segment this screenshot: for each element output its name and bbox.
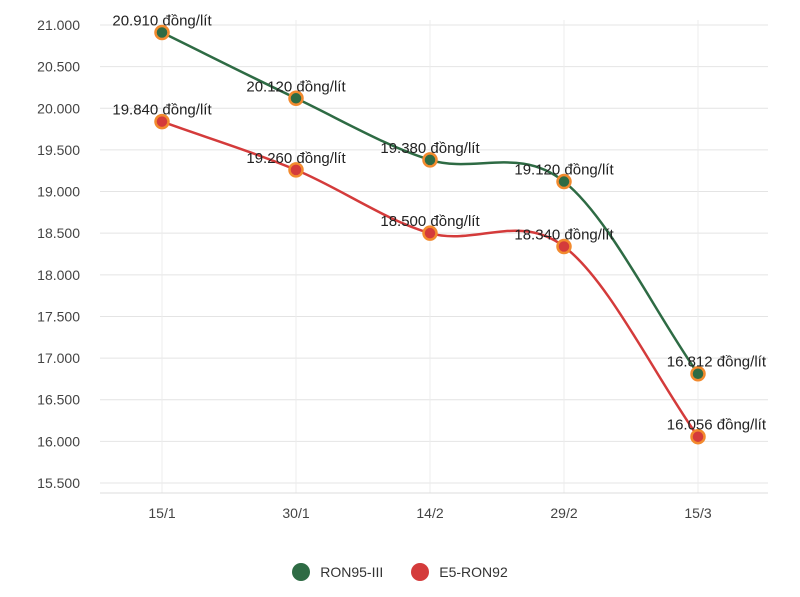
data-label: 18.340 đồng/lít xyxy=(514,227,614,244)
x-tick-label: 14/2 xyxy=(416,505,443,521)
data-label: 19.260 đồng/lít xyxy=(246,150,346,167)
y-tick-label: 21.000 xyxy=(37,17,80,33)
y-tick-label: 18.000 xyxy=(37,267,80,283)
data-point xyxy=(690,428,706,445)
legend-label-e5: E5-RON92 xyxy=(439,564,508,580)
series-line-1 xyxy=(161,120,700,438)
gridlines xyxy=(100,20,768,494)
y-tick-label: 19.000 xyxy=(37,184,80,200)
data-point xyxy=(154,24,170,41)
data-label: 19.380 đồng/lít xyxy=(380,140,480,157)
y-axis-ticks: 15.500 16.000 16.500 17.000 17.500 18.000 18.5… xyxy=(37,17,80,491)
y-tick-label: 20.000 xyxy=(37,100,80,116)
data-labels: 20.910 đồng/lít 20.120 đồng/lít 19.380 đồn… xyxy=(112,12,766,433)
data-point xyxy=(556,173,572,190)
data-label: 18.500 đồng/lít xyxy=(380,213,480,230)
legend-item-ron95[interactable]: RON95-III xyxy=(292,563,383,581)
x-tick-label: 30/1 xyxy=(282,505,309,521)
data-label: 20.120 đồng/lít xyxy=(246,78,346,95)
y-tick-label: 16.500 xyxy=(37,392,80,408)
x-tick-label: 15/1 xyxy=(148,505,175,521)
x-axis-ticks: 15/1 30/1 14/2 29/2 15/3 xyxy=(148,505,711,521)
x-tick-label: 15/3 xyxy=(684,505,711,521)
series-markers xyxy=(154,24,706,445)
data-point xyxy=(422,152,438,168)
legend-swatch-e5 xyxy=(411,563,430,581)
data-label: 16.812 đồng/lít xyxy=(667,354,767,371)
data-label: 20.910 đồng/lít xyxy=(112,12,212,29)
data-label: 19.840 đồng/lít xyxy=(112,102,212,119)
x-tick-label: 29/2 xyxy=(550,505,577,521)
data-point xyxy=(288,90,304,107)
data-label: 16.056 đồng/lít xyxy=(667,417,767,434)
legend-swatch-ron95 xyxy=(292,563,311,581)
y-tick-label: 20.500 xyxy=(37,59,80,75)
y-tick-label: 15.500 xyxy=(37,475,80,491)
y-tick-label: 17.000 xyxy=(37,350,80,366)
data-point xyxy=(288,162,304,178)
legend: RON95-III E5-RON92 xyxy=(0,561,800,583)
data-point xyxy=(556,238,572,255)
legend-item-e5[interactable]: E5-RON92 xyxy=(411,563,508,581)
data-point xyxy=(154,113,170,130)
y-tick-label: 17.500 xyxy=(37,308,80,324)
data-point xyxy=(690,365,706,382)
legend-label-ron95: RON95-III xyxy=(320,564,384,580)
y-tick-label: 18.500 xyxy=(37,225,80,241)
data-label: 19.120 đồng/lít xyxy=(514,162,614,179)
data-point xyxy=(422,225,438,241)
y-tick-label: 16.000 xyxy=(37,433,80,449)
y-tick-label: 19.500 xyxy=(37,142,80,158)
